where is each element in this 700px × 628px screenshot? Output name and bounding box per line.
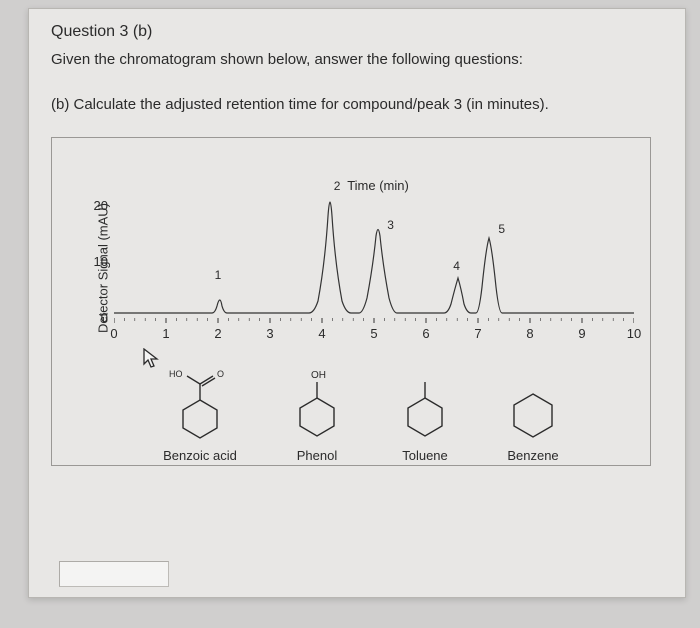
plot-area (114, 178, 642, 318)
compound-label: Benzoic acid (163, 448, 237, 463)
y-tick-label: 10 (84, 254, 108, 269)
toluene-icon (395, 364, 455, 444)
compound-toluene: Toluene (395, 364, 455, 463)
question-title: Question 3 (b) (51, 23, 667, 41)
chromatogram-frame: Detector Signal (mAU) 01020 012345678910… (51, 137, 651, 466)
chromatogram-chart: Detector Signal (mAU) 01020 012345678910… (62, 178, 642, 358)
chromatogram-svg (114, 178, 634, 338)
answer-input[interactable] (59, 561, 169, 587)
question-intro: Given the chromatogram shown below, answ… (51, 51, 667, 68)
compound-benzene: Benzene (503, 364, 563, 463)
benzoic-acid-icon: O HO (161, 364, 239, 444)
compound-label: Phenol (297, 448, 337, 463)
y-tick-label: 0 (84, 310, 108, 325)
compound-benzoic-acid: O HO Benzoic acid (161, 364, 239, 463)
compound-structures: O HO Benzoic acid OH Phenol (62, 364, 662, 463)
compound-label: Toluene (402, 448, 448, 463)
svg-text:O: O (217, 369, 224, 379)
question-part: (b) Calculate the adjusted retention tim… (51, 96, 667, 113)
phenol-icon: OH (287, 364, 347, 444)
benzene-icon (503, 364, 563, 444)
svg-text:OH: OH (311, 370, 326, 381)
compound-phenol: OH Phenol (287, 364, 347, 463)
compound-label: Benzene (507, 448, 558, 463)
question-page: Question 3 (b) Given the chromatogram sh… (28, 8, 686, 598)
y-tick-label: 20 (84, 198, 108, 213)
svg-text:HO: HO (169, 369, 183, 379)
